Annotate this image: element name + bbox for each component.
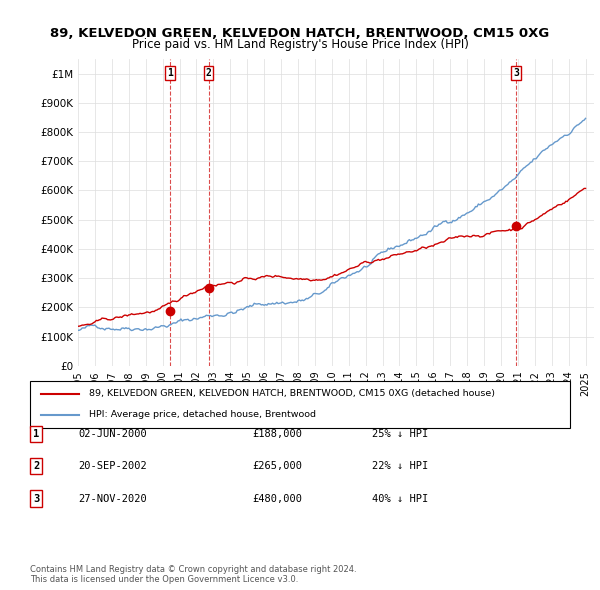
Text: 27-NOV-2020: 27-NOV-2020 (78, 494, 147, 503)
Text: £188,000: £188,000 (252, 429, 302, 438)
Text: 2: 2 (33, 461, 39, 471)
Text: 2: 2 (206, 68, 212, 78)
Text: 89, KELVEDON GREEN, KELVEDON HATCH, BRENTWOOD, CM15 0XG (detached house): 89, KELVEDON GREEN, KELVEDON HATCH, BREN… (89, 389, 496, 398)
Text: 02-JUN-2000: 02-JUN-2000 (78, 429, 147, 438)
Text: 1: 1 (167, 68, 173, 78)
Text: 3: 3 (33, 494, 39, 503)
Text: 20-SEP-2002: 20-SEP-2002 (78, 461, 147, 471)
Text: 22% ↓ HPI: 22% ↓ HPI (372, 461, 428, 471)
Text: 3: 3 (513, 68, 519, 78)
Text: 89, KELVEDON GREEN, KELVEDON HATCH, BRENTWOOD, CM15 0XG: 89, KELVEDON GREEN, KELVEDON HATCH, BREN… (50, 27, 550, 40)
Text: HPI: Average price, detached house, Brentwood: HPI: Average price, detached house, Bren… (89, 410, 316, 419)
Text: 1: 1 (33, 429, 39, 438)
Text: Contains HM Land Registry data © Crown copyright and database right 2024.
This d: Contains HM Land Registry data © Crown c… (30, 565, 356, 584)
Text: Price paid vs. HM Land Registry's House Price Index (HPI): Price paid vs. HM Land Registry's House … (131, 38, 469, 51)
FancyBboxPatch shape (30, 381, 570, 428)
Text: 25% ↓ HPI: 25% ↓ HPI (372, 429, 428, 438)
Text: £480,000: £480,000 (252, 494, 302, 503)
Text: 40% ↓ HPI: 40% ↓ HPI (372, 494, 428, 503)
Text: £265,000: £265,000 (252, 461, 302, 471)
